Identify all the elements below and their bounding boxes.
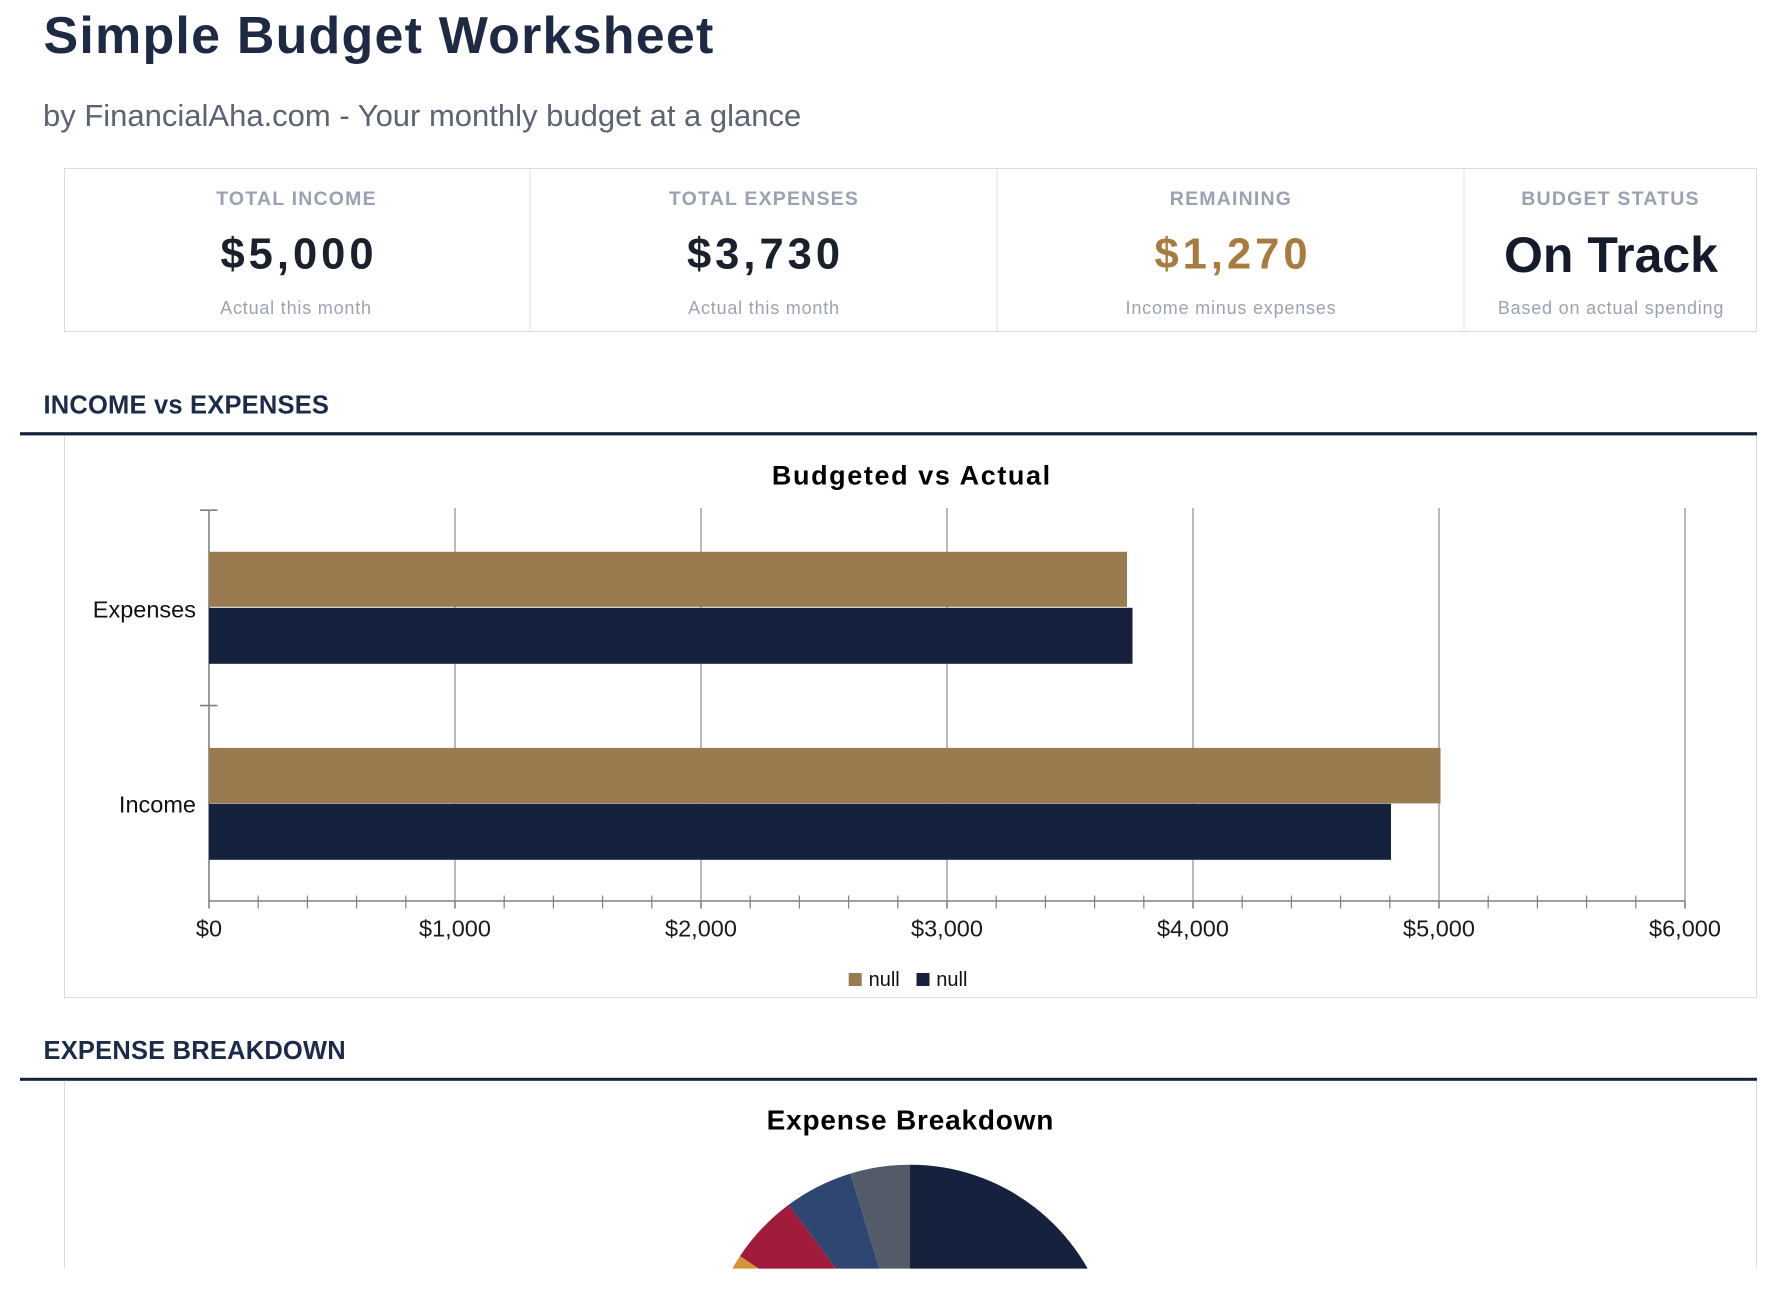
svg-text:REMAINING: REMAINING bbox=[1170, 188, 1292, 210]
svg-text:null: null bbox=[936, 969, 967, 991]
svg-text:$6,000: $6,000 bbox=[1649, 915, 1721, 941]
svg-text:Income minus expenses: Income minus expenses bbox=[1126, 298, 1337, 318]
svg-text:Actual this month: Actual this month bbox=[688, 298, 840, 318]
svg-text:Budgeted vs Actual: Budgeted vs Actual bbox=[772, 461, 1052, 491]
svg-text:$1,000: $1,000 bbox=[419, 915, 491, 941]
svg-text:$2,000: $2,000 bbox=[665, 915, 737, 941]
svg-text:$5,000: $5,000 bbox=[1403, 915, 1475, 941]
svg-text:Income: Income bbox=[119, 792, 196, 818]
svg-text:by FinancialAha.com - Your mon: by FinancialAha.com - Your monthly budge… bbox=[43, 98, 801, 133]
svg-text:null: null bbox=[869, 969, 900, 991]
svg-text:Expenses: Expenses bbox=[93, 596, 196, 622]
svg-text:$1,270: $1,270 bbox=[1154, 231, 1311, 279]
svg-text:TOTAL EXPENSES: TOTAL EXPENSES bbox=[669, 188, 859, 210]
svg-text:$3,730: $3,730 bbox=[687, 231, 844, 279]
svg-text:$4,000: $4,000 bbox=[1157, 915, 1229, 941]
svg-text:$3,000: $3,000 bbox=[911, 915, 983, 941]
svg-text:$5,000: $5,000 bbox=[220, 231, 377, 279]
svg-text:Based on actual spending: Based on actual spending bbox=[1498, 298, 1724, 318]
svg-text:Actual this month: Actual this month bbox=[220, 298, 372, 318]
svg-text:Simple Budget Worksheet: Simple Budget Worksheet bbox=[44, 7, 715, 65]
svg-text:On Track: On Track bbox=[1504, 227, 1718, 283]
svg-text:$0: $0 bbox=[196, 915, 222, 941]
svg-text:TOTAL INCOME: TOTAL INCOME bbox=[216, 188, 377, 210]
svg-text:BUDGET STATUS: BUDGET STATUS bbox=[1521, 188, 1699, 210]
svg-text:Expense Breakdown: Expense Breakdown bbox=[767, 1105, 1054, 1136]
svg-text:INCOME vs EXPENSES: INCOME vs EXPENSES bbox=[44, 391, 330, 419]
svg-text:EXPENSE BREAKDOWN: EXPENSE BREAKDOWN bbox=[44, 1037, 346, 1065]
